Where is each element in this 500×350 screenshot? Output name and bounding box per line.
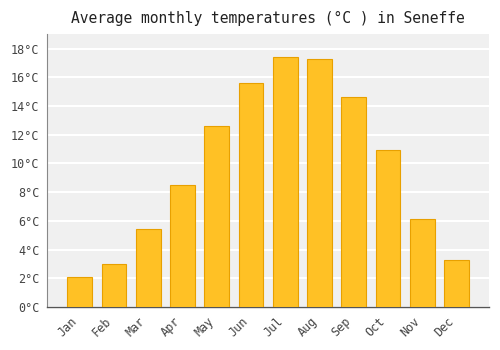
Bar	[238, 83, 264, 307]
Bar	[307, 59, 332, 307]
Bar	[342, 97, 366, 307]
Bar	[444, 260, 469, 307]
Bar	[136, 230, 160, 307]
Bar	[376, 150, 400, 307]
Bar	[273, 57, 297, 307]
Bar	[102, 264, 126, 307]
Bar	[204, 126, 229, 307]
Bar	[68, 277, 92, 307]
Bar	[410, 219, 434, 307]
Title: Average monthly temperatures (°C ) in Seneffe: Average monthly temperatures (°C ) in Se…	[71, 11, 465, 26]
Bar	[170, 185, 195, 307]
